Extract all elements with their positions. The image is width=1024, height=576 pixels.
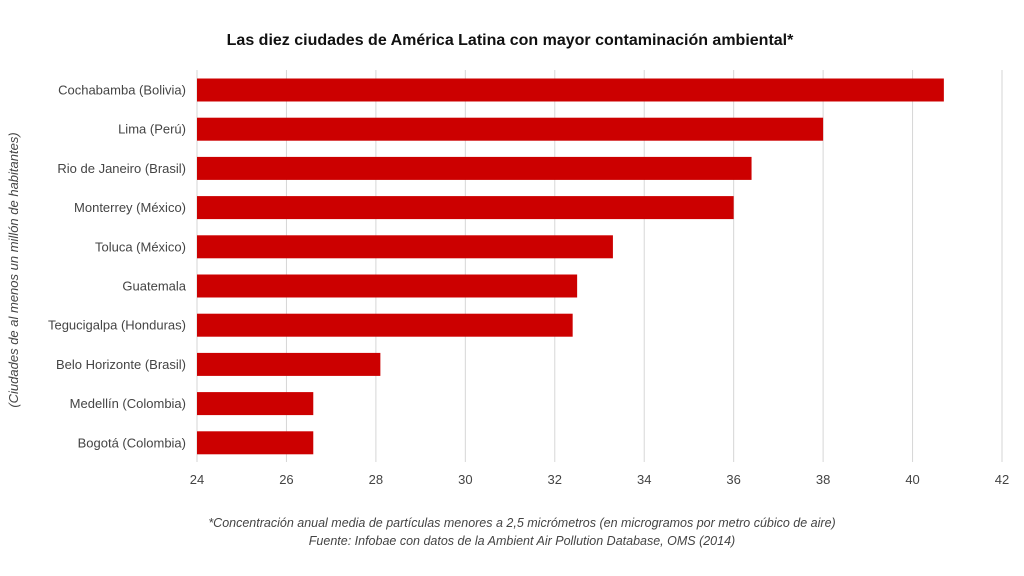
x-tick-labels: 24 26 28 30 32 34 36 38 40 42: [190, 472, 1009, 487]
bar: [197, 392, 314, 416]
bar: [197, 274, 578, 298]
footnote-definition: *Concentración anual media de partículas…: [208, 516, 835, 530]
x-tick-label: 30: [458, 472, 472, 487]
bar: [197, 313, 573, 337]
y-axis-label: (Ciudades de al menos un millón de habit…: [6, 132, 21, 407]
x-tick-label: 38: [816, 472, 830, 487]
category-label: Rio de Janeiro (Brasil): [57, 161, 186, 176]
x-tick-label: 36: [726, 472, 740, 487]
bar: [197, 117, 824, 141]
x-tick-label: 40: [905, 472, 919, 487]
category-label: Belo Horizonte (Brasil): [56, 357, 186, 372]
category-label: Cochabamba (Bolivia): [58, 83, 186, 98]
category-label: Medellín (Colombia): [70, 396, 186, 411]
x-tick-label: 28: [369, 472, 383, 487]
footnote-source: Fuente: Infobae con datos de la Ambient …: [309, 534, 735, 548]
bars: [197, 78, 944, 455]
bar: [197, 196, 734, 220]
bar: [197, 352, 381, 376]
x-tick-label: 34: [637, 472, 651, 487]
category-label: Toluca (México): [95, 239, 186, 254]
category-labels: Cochabamba (Bolivia) Lima (Perú) Rio de Ja…: [48, 83, 187, 451]
x-tick-label: 24: [190, 472, 204, 487]
category-label: Guatemala: [122, 279, 186, 294]
category-label: Bogotá (Colombia): [78, 435, 186, 450]
chart-title: Las diez ciudades de América Latina con …: [227, 32, 794, 49]
category-label: Tegucigalpa (Honduras): [48, 318, 186, 333]
bar: [197, 431, 314, 455]
x-tick-label: 32: [548, 472, 562, 487]
category-label: Lima (Perú): [118, 122, 186, 137]
bar: [197, 78, 944, 102]
bar: [197, 156, 752, 180]
bar: [197, 235, 613, 259]
x-tick-label: 42: [995, 472, 1009, 487]
category-label: Monterrey (México): [74, 200, 186, 215]
x-tick-label: 26: [279, 472, 293, 487]
